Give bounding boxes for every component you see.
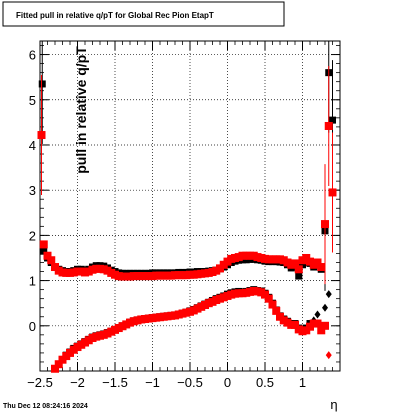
x-tick-label: 1 <box>299 375 306 390</box>
mean-marker <box>314 310 321 319</box>
chart-title: Fitted pull in relative q/pT for Global … <box>16 11 214 20</box>
mean-marker <box>268 300 277 309</box>
mean-marker <box>272 306 281 315</box>
timestamp: Thu Dec 12 08:24:16 2024 <box>3 403 88 410</box>
y-tick-label: 1 <box>29 274 36 289</box>
mean-marker <box>261 290 269 299</box>
x-tick-label: −0.5 <box>177 375 203 390</box>
sigma-marker <box>39 240 48 249</box>
x-tick-label: −2.5 <box>27 375 53 390</box>
mean-marker <box>313 319 322 328</box>
mean-marker <box>51 364 59 373</box>
sigma-marker <box>328 188 337 197</box>
mean-marker <box>325 351 332 360</box>
sigma-marker <box>321 220 329 229</box>
series <box>37 41 337 373</box>
sigma-marker <box>329 116 336 124</box>
x-tick-labels: −2.5 −2 −1.5 −1 −0.5 0 0.5 1 <box>27 375 306 390</box>
x-tick-label: 0.5 <box>256 375 274 390</box>
mean-marker <box>291 320 299 329</box>
sigma-marker <box>299 261 306 269</box>
x-tick-label: −2 <box>70 375 85 390</box>
sigma-marker <box>40 247 48 255</box>
series-group <box>37 65 337 373</box>
y-tick-label: 0 <box>29 319 36 334</box>
title-box <box>2 1 285 27</box>
sigma-marker <box>291 259 299 268</box>
mean-marker <box>317 326 326 335</box>
sigma-marker <box>324 121 333 130</box>
sigma-marker <box>47 256 56 265</box>
y-axis-label: pull in relative q/pT <box>73 46 89 174</box>
x-tick-label: −1 <box>145 375 160 390</box>
sigma-marker <box>37 131 46 140</box>
y-tick-labels: 0 1 2 3 4 5 6 <box>29 48 36 334</box>
x-axis-label: η <box>330 397 337 412</box>
x-tick-label: 0 <box>224 375 231 390</box>
y-tick-label: 5 <box>29 93 36 108</box>
y-tick-label: 4 <box>29 138 36 153</box>
mean-marker <box>54 360 63 369</box>
mean-marker <box>325 290 332 299</box>
sigma-marker <box>38 80 46 88</box>
mean-marker <box>322 303 328 312</box>
sigma-marker <box>295 272 303 280</box>
y-tick-label: 6 <box>29 48 36 63</box>
y-tick-label: 3 <box>29 183 36 198</box>
grid <box>39 41 340 371</box>
sigma-marker <box>313 258 322 267</box>
y-tick-label: 2 <box>29 228 36 243</box>
x-tick-label: −1.5 <box>102 375 128 390</box>
mean-marker <box>321 321 329 330</box>
sigma-marker <box>294 265 303 274</box>
sigma-marker <box>43 251 52 260</box>
sigma-marker <box>242 256 250 264</box>
mean-marker <box>264 294 273 303</box>
sigma-marker <box>317 263 326 272</box>
